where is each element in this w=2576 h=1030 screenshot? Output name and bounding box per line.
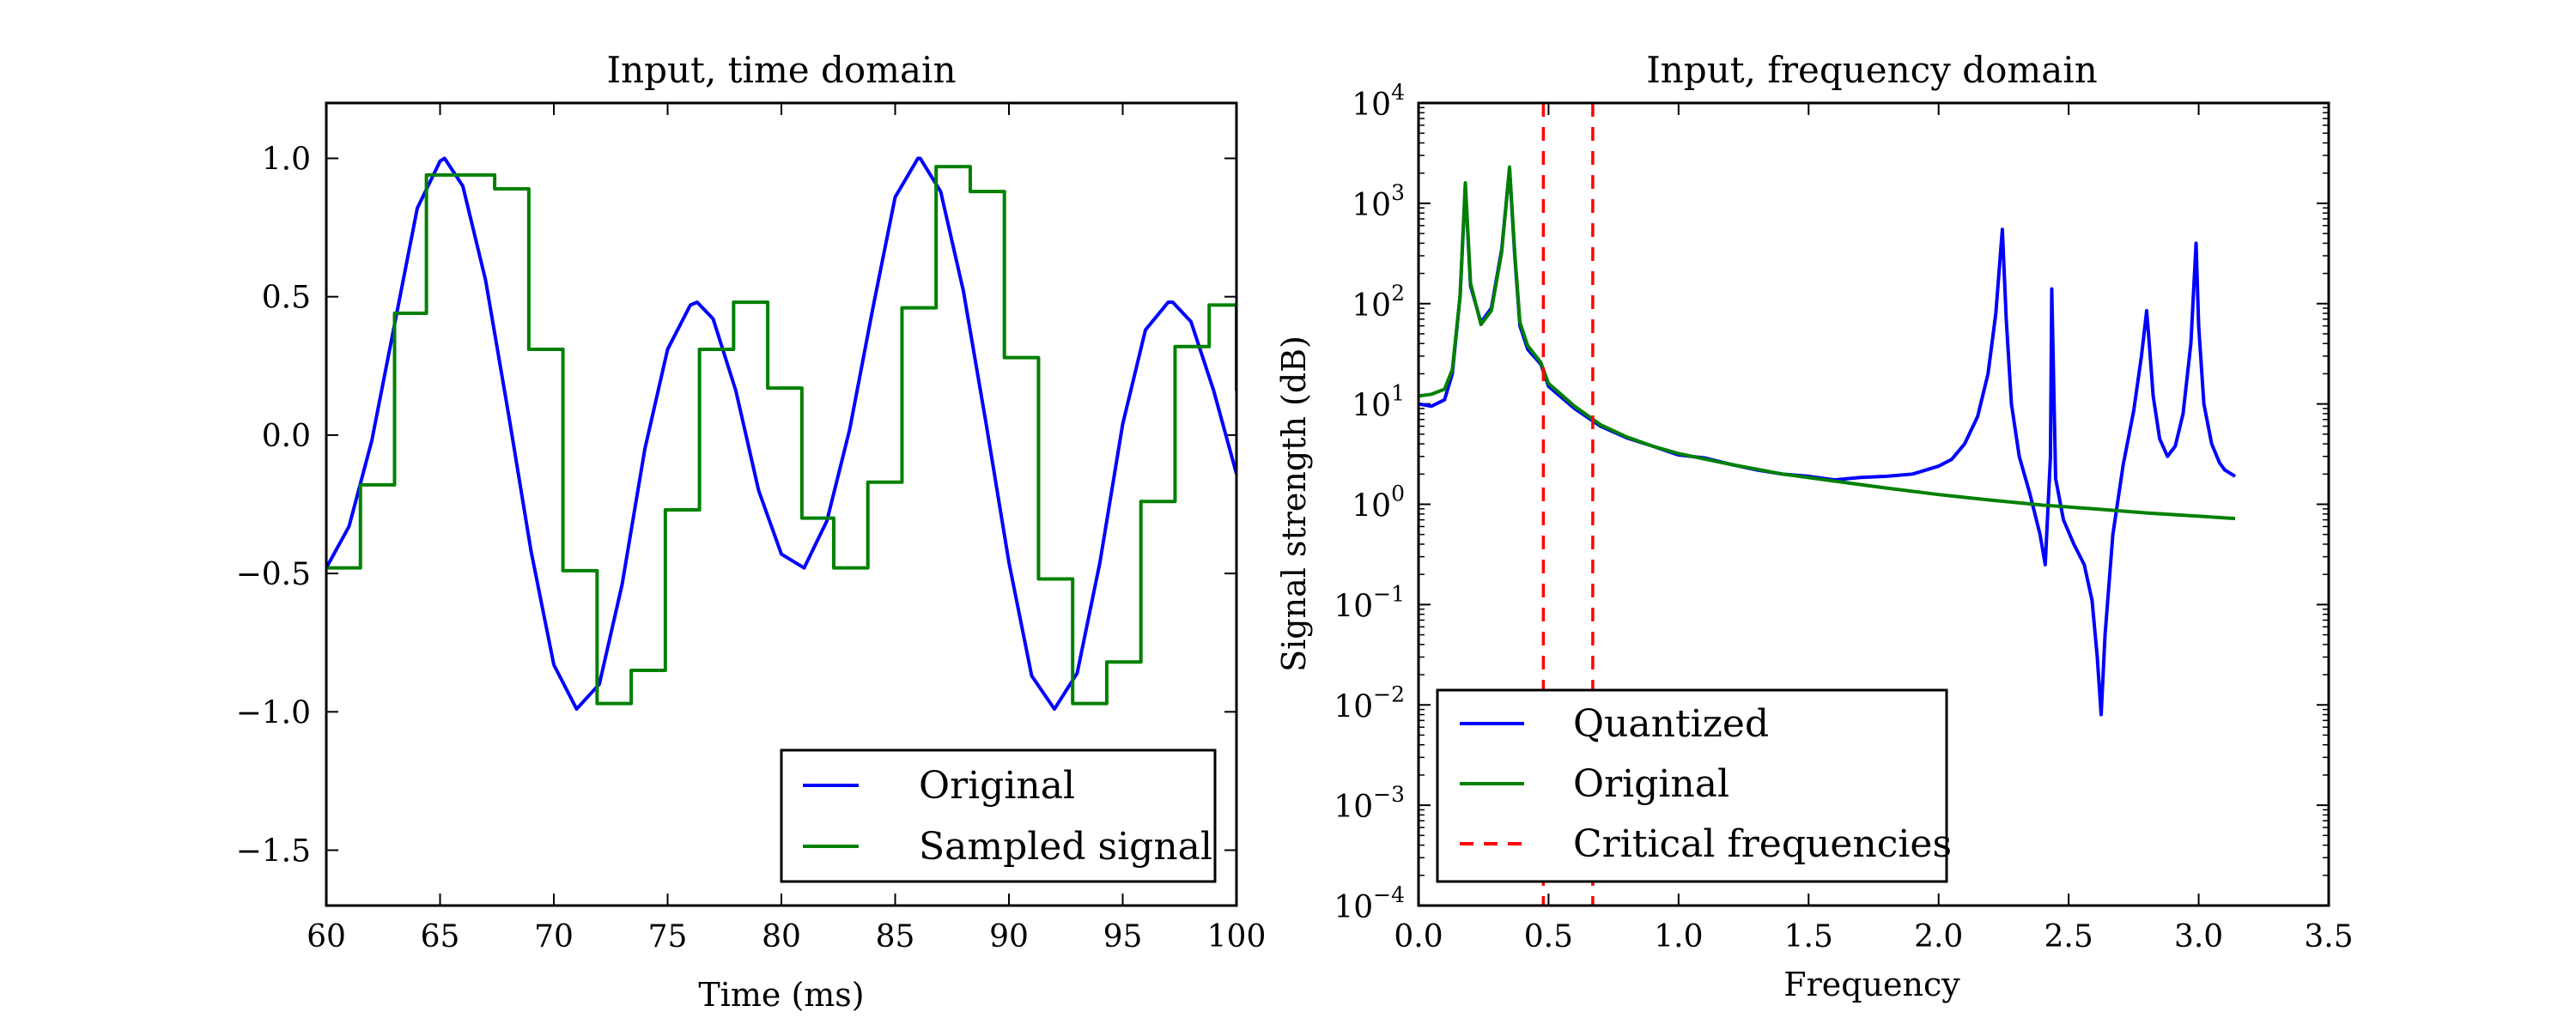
x-tick-label: 70: [534, 919, 574, 954]
time-domain-xlabel: Time (ms): [698, 976, 864, 1014]
x-tick-label: 100: [1207, 919, 1267, 954]
original-series-line: [1419, 165, 2236, 521]
y-tick-label: 104: [1352, 80, 1405, 123]
y-tick-label: 101: [1352, 381, 1405, 424]
y-tick-exponent: 3: [1391, 180, 1405, 205]
frequency-domain-axes-frame: [1417, 101, 2330, 907]
legend-label-sampled-signal: Sampled signal: [919, 825, 1212, 869]
time-domain-legend: Original Sampled signal: [780, 748, 1217, 883]
x-tick-label: 75: [648, 919, 688, 954]
frequency-domain-title: Input, frequency domain: [1646, 49, 2098, 91]
x-tick-label: 0.5: [1524, 919, 1573, 954]
y-tick-label: 10−4: [1334, 882, 1405, 925]
original-series-line: [326, 156, 1236, 712]
frequency-domain-chart: Input, frequency domain Frequency Signal…: [1275, 49, 2354, 1003]
x-tick-label: 3.0: [2174, 919, 2223, 954]
x-tick-label: 95: [1103, 919, 1143, 954]
y-tick-base: 10: [1352, 389, 1391, 424]
frequency-domain-plot-area: [1419, 103, 2237, 906]
y-tick-exponent: 4: [1391, 80, 1405, 105]
legend-label-critical-frequencies: Critical frequencies: [1573, 822, 1952, 866]
y-tick-label: 100: [1352, 482, 1405, 524]
x-tick-label: 2.5: [2044, 919, 2093, 954]
y-tick-label: −1.0: [236, 695, 311, 730]
x-tick-label: 60: [307, 919, 346, 954]
y-tick-label: 1.0: [262, 142, 311, 177]
sampled-signal-series-line: [326, 165, 1236, 706]
time-domain-title: Input, time domain: [606, 49, 956, 91]
legend-box: [780, 748, 1217, 883]
x-tick-label: 90: [989, 919, 1029, 954]
time-domain-chart: Input, time domain Time (ms) 60 65 70 75 80 8…: [236, 49, 1267, 1014]
time-domain-ticks: 60 65 70 75 80 85 90 95 100 1.0 0.5 0.0 −0.5 −1.0 −1.5: [236, 103, 1267, 954]
y-tick-base: 10: [1334, 689, 1373, 724]
y-tick-base: 10: [1334, 589, 1373, 624]
y-tick-exponent: −2: [1373, 682, 1405, 706]
legend-label-original: Original: [1573, 762, 1729, 806]
y-tick-exponent: −4: [1373, 882, 1405, 907]
y-tick-exponent: 2: [1391, 281, 1405, 306]
x-tick-label: 1.0: [1654, 919, 1703, 954]
y-tick-label: 10−2: [1334, 682, 1405, 724]
y-tick-base: 10: [1352, 88, 1391, 123]
y-tick-base: 10: [1334, 890, 1373, 925]
y-tick-label: 10−3: [1334, 782, 1405, 825]
frequency-domain-xlabel: Frequency: [1783, 966, 1960, 1003]
y-tick-exponent: −3: [1373, 782, 1405, 807]
y-tick-label: 0.5: [262, 281, 311, 316]
frequency-domain-ylabel: Signal strength (dB): [1275, 336, 1313, 672]
frequency-domain-ticks: 0.0 0.5 1.0 1.5 2.0 2.5 3.0 3.510−410−310−210−1…: [1334, 80, 2353, 954]
legend-label-original: Original: [919, 764, 1075, 808]
x-tick-label: 2.0: [1914, 919, 1963, 954]
y-tick-label: 102: [1352, 281, 1405, 324]
y-tick-exponent: 0: [1391, 482, 1405, 506]
x-tick-label: 0.0: [1394, 919, 1443, 954]
x-tick-label: 80: [762, 919, 801, 954]
legend-label-quantized: Quantized: [1573, 702, 1769, 746]
y-tick-exponent: −1: [1373, 581, 1405, 606]
frequency-domain-legend: Quantized Original Critical frequencies: [1436, 688, 1952, 883]
y-tick-base: 10: [1334, 790, 1373, 825]
x-tick-label: 85: [876, 919, 915, 954]
y-tick-exponent: 1: [1391, 381, 1405, 406]
time-domain-axes-frame: [325, 101, 1238, 907]
y-tick-label: 0.0: [262, 419, 311, 454]
x-tick-label: 3.5: [2304, 919, 2353, 954]
y-tick-label: −1.5: [236, 834, 311, 869]
y-tick-label: 103: [1352, 180, 1405, 223]
y-tick-label: −0.5: [236, 557, 311, 592]
x-tick-label: 65: [421, 919, 460, 954]
x-tick-label: 1.5: [1784, 919, 1833, 954]
y-tick-base: 10: [1352, 288, 1391, 324]
time-domain-plot-area: [326, 156, 1236, 712]
y-tick-base: 10: [1352, 489, 1391, 524]
y-tick-base: 10: [1352, 188, 1391, 223]
y-tick-label: 10−1: [1334, 581, 1405, 624]
